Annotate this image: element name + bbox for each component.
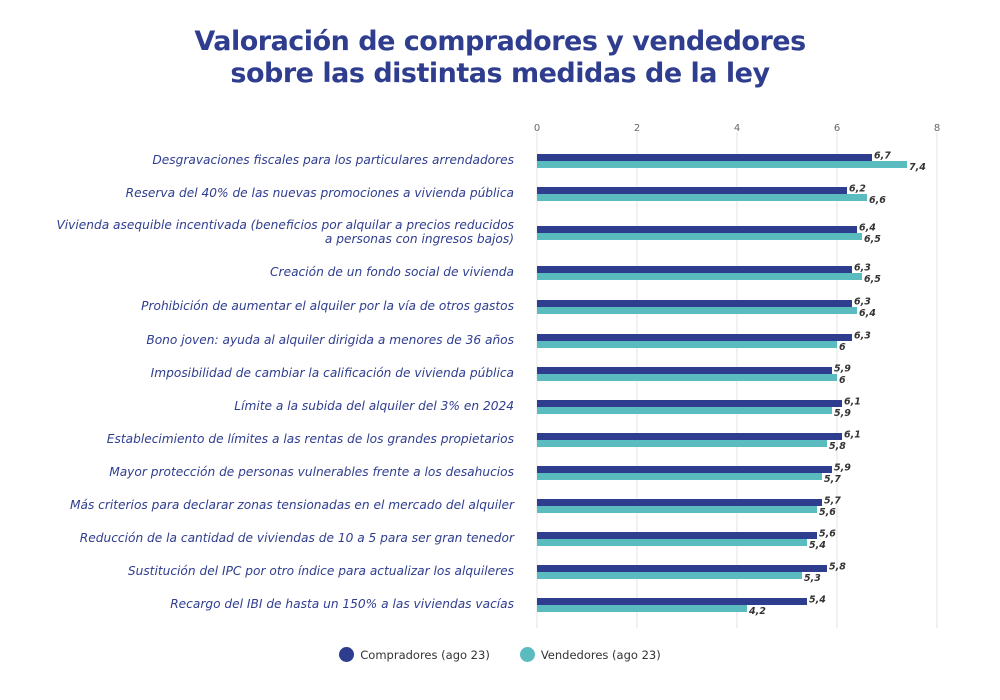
value-label-compradores: 5,7 [824,496,841,507]
category-label: Más criterios para declarar zonas tensio… [70,498,515,512]
category-label: Límite a la subida del alquiler del 3% e… [234,399,514,413]
bar-compradores [537,187,847,194]
x-tick-label: 0 [534,123,540,134]
value-label-compradores: 6,4 [859,223,876,234]
bar-compradores [537,400,842,407]
x-tick-label: 4 [734,123,740,134]
category-label: Establecimiento de límites a las rentas … [107,432,515,446]
bar-compradores [537,300,852,307]
chart-title-line-2: sobre las distintas medidas de la ley [230,58,770,89]
bar-vendedores [537,374,837,381]
value-label-vendedores: 7,4 [909,162,926,173]
bar-vendedores [537,440,827,447]
bar-vendedores [537,506,817,513]
category-label: Desgravaciones fiscales para los particu… [152,153,514,167]
bar-compradores [537,226,857,233]
bar-vendedores [537,341,837,348]
bar-vendedores [537,539,807,546]
value-label-compradores: 5,4 [809,595,826,606]
category-label: Sustitución del IPC por otro índice para… [128,564,515,578]
chart-title-line-1: Valoración de compradores y vendedores [194,26,806,57]
bar-compradores [537,367,832,374]
value-label-vendedores: 5,7 [824,474,841,485]
value-label-compradores: 6,2 [849,184,866,195]
category-label: Reserva del 40% de las nuevas promocione… [126,186,514,200]
legend-item-vendedores: Vendedores (ago 23) [519,647,661,662]
legend-swatch-compradores [339,647,355,662]
value-label-compradores: 6,1 [844,397,861,408]
category-label: Prohibición de aumentar el alquiler por … [141,299,515,313]
legend-label-compradores: Compradores (ago 23) [360,647,490,662]
value-label-vendedores: 6,5 [864,234,881,245]
value-label-vendedores: 5,3 [804,573,821,584]
bar-vendedores [537,605,747,612]
bar-vendedores [537,161,907,168]
value-label-compradores: 6,3 [854,331,871,342]
value-label-compradores: 5,8 [829,562,846,573]
value-label-compradores: 6,3 [854,297,871,308]
value-label-vendedores: 6 [839,342,846,353]
bar-compradores [537,334,852,341]
bar-vendedores [537,233,862,240]
value-label-vendedores: 5,8 [829,441,846,452]
value-label-vendedores: 6,5 [864,274,881,285]
value-label-vendedores: 6,6 [869,195,886,206]
category-label: Creación de un fondo social de vivienda [270,265,514,279]
bar-compradores [537,598,807,605]
value-label-compradores: 5,6 [819,529,836,540]
bar-compradores [537,565,827,572]
x-tick-label: 2 [634,123,640,134]
category-label: Vivienda asequible incentivada (benefici… [56,218,514,232]
value-label-vendedores: 5,9 [834,408,851,419]
bar-compradores [537,433,842,440]
value-label-compradores: 5,9 [834,364,851,375]
category-label: Reducción de la cantidad de viviendas de… [80,531,515,545]
bar-compradores [537,532,817,539]
category-label: Recargo del IBI de hasta un 150% a las v… [170,597,514,611]
value-label-vendedores: 6,4 [859,308,876,319]
category-label: a personas con ingresos bajos) [325,232,514,246]
value-label-compradores: 5,9 [834,463,851,474]
bar-compradores [537,466,832,473]
value-label-vendedores: 4,2 [748,606,766,617]
legend-swatch-vendedores [519,647,535,662]
legend-item-compradores: Compradores (ago 23) [339,647,490,662]
category-label: Imposibilidad de cambiar la calificación… [151,366,514,380]
value-label-vendedores: 5,6 [819,507,836,518]
x-tick-label: 8 [934,123,940,134]
legend: Compradores (ago 23) Vendedores (ago 23) [0,647,1000,662]
legend-label-vendedores: Vendedores (ago 23) [540,647,661,662]
chart-title: Valoración de compradores y vendedores s… [0,26,1000,90]
value-label-vendedores: 6 [839,375,846,386]
bar-vendedores [537,194,867,201]
bar-vendedores [537,572,802,579]
bar-vendedores [537,473,822,480]
bar-compradores [537,154,872,161]
value-label-compradores: 6,1 [844,430,861,441]
bar-vendedores [537,273,862,280]
value-label-vendedores: 5,4 [809,540,826,551]
bar-vendedores [537,307,857,314]
x-tick-label: 6 [834,123,840,134]
category-label: Mayor protección de personas vulnerables… [109,465,514,479]
value-label-compradores: 6,3 [854,263,871,274]
bar-compradores [537,499,822,506]
category-label: Bono joven: ayuda al alquiler dirigida a… [146,333,514,347]
bar-vendedores [537,407,832,414]
value-label-compradores: 6,7 [874,151,891,162]
bar-compradores [537,266,852,273]
